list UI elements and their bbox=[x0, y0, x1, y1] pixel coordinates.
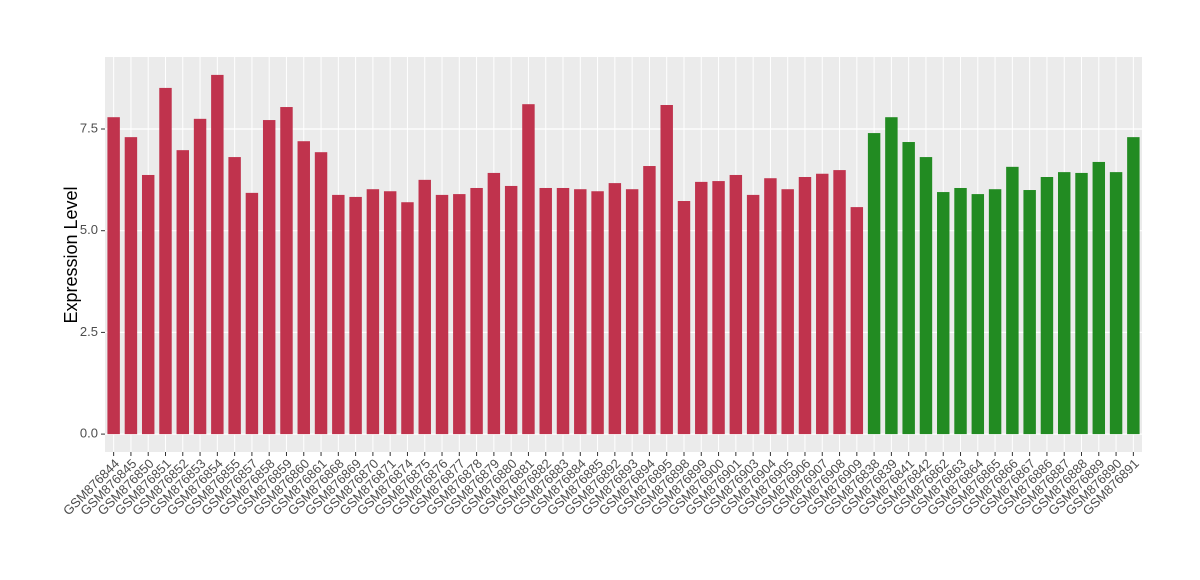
bar bbox=[867, 133, 881, 435]
bar bbox=[816, 173, 829, 435]
bar bbox=[712, 181, 725, 435]
bar bbox=[988, 189, 1002, 435]
bar bbox=[228, 157, 241, 435]
bar bbox=[124, 137, 138, 435]
bar bbox=[366, 189, 380, 435]
bar bbox=[470, 187, 483, 435]
bar bbox=[677, 201, 691, 435]
bar bbox=[1023, 190, 1036, 435]
bar bbox=[487, 172, 501, 435]
bar bbox=[539, 187, 552, 435]
bar bbox=[660, 105, 673, 435]
bar bbox=[435, 194, 449, 435]
bar bbox=[1006, 166, 1019, 435]
bar bbox=[418, 179, 431, 435]
bar bbox=[919, 157, 933, 435]
bar bbox=[245, 192, 259, 435]
bar bbox=[349, 196, 362, 435]
bar bbox=[159, 87, 172, 435]
bar bbox=[902, 142, 915, 435]
y-tick-label: 7.5 bbox=[80, 120, 98, 135]
bar bbox=[781, 189, 794, 435]
bar bbox=[729, 174, 743, 435]
bar bbox=[695, 181, 708, 435]
bar bbox=[504, 185, 518, 435]
bar bbox=[798, 177, 812, 435]
bar bbox=[1058, 172, 1071, 435]
bar bbox=[833, 170, 846, 435]
bar bbox=[297, 141, 310, 435]
plot-panel bbox=[105, 57, 1142, 452]
bar bbox=[1127, 137, 1140, 435]
bar bbox=[383, 191, 397, 435]
bar bbox=[1040, 177, 1054, 435]
bar bbox=[764, 178, 777, 435]
bar bbox=[193, 118, 207, 435]
bar bbox=[401, 202, 414, 435]
bar bbox=[141, 174, 155, 435]
bar bbox=[176, 150, 189, 435]
bar bbox=[850, 207, 864, 435]
bar bbox=[625, 189, 639, 435]
bar bbox=[885, 117, 898, 435]
y-tick-label: 5.0 bbox=[80, 222, 98, 237]
y-tick-label: 2.5 bbox=[80, 324, 98, 339]
bar bbox=[522, 104, 535, 435]
bar bbox=[937, 192, 950, 435]
bar bbox=[280, 107, 293, 435]
bar bbox=[954, 187, 967, 435]
bar bbox=[971, 194, 985, 435]
bar bbox=[574, 189, 587, 435]
bar bbox=[746, 194, 760, 435]
bar bbox=[262, 120, 276, 435]
bar bbox=[314, 152, 328, 435]
bar bbox=[107, 117, 120, 435]
bar bbox=[643, 166, 656, 435]
bar bbox=[453, 194, 466, 435]
y-tick-label: 0.0 bbox=[80, 426, 98, 441]
bar bbox=[332, 194, 345, 435]
bar bbox=[591, 191, 604, 435]
bar bbox=[1075, 172, 1088, 435]
y-axis-label: Expression Level bbox=[61, 186, 81, 323]
bar bbox=[1109, 172, 1123, 435]
bar bbox=[211, 74, 224, 435]
bar bbox=[1092, 161, 1106, 435]
bar bbox=[608, 183, 622, 435]
bar bbox=[556, 187, 570, 435]
